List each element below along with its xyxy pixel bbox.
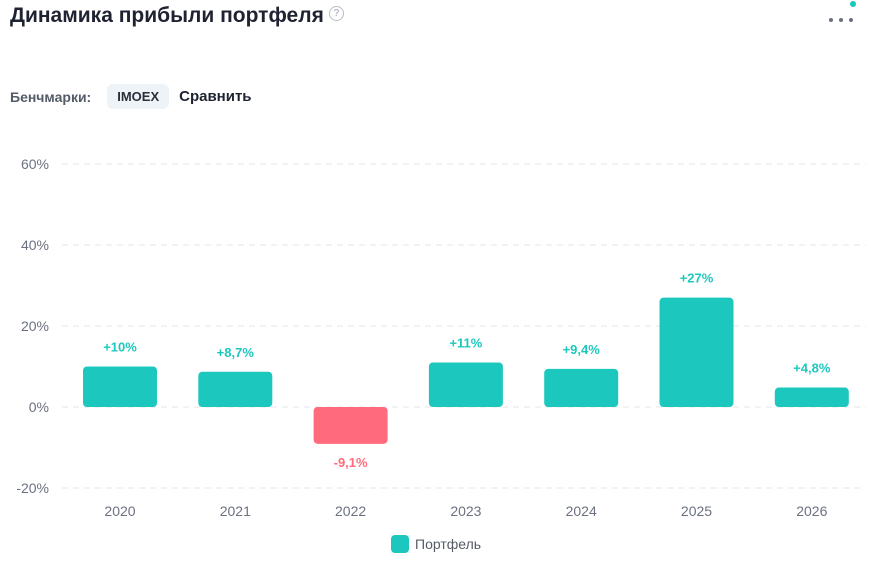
more-options-button[interactable] [829,12,853,28]
x-tick-label: 2025 [681,503,712,519]
bar-2024 [544,368,619,407]
x-tick-label: 2024 [566,503,597,519]
legend-label: Портфель [415,536,482,552]
help-icon[interactable]: ? [328,6,344,21]
benchmarks-row: Бенчмарки: IMOEX Сравнить [10,84,252,109]
bar-2022 [313,407,388,444]
notification-dot [850,1,856,7]
data-label: +27% [680,271,714,286]
x-tick-label: 2020 [104,503,135,519]
bar-2025 [659,297,734,407]
legend-swatch [391,535,409,553]
x-tick-label: 2026 [796,503,827,519]
bar-2021 [198,371,273,407]
data-label: -9,1% [334,455,368,470]
bar-2023 [428,362,503,407]
data-label: +10% [103,340,137,355]
chart-header: Динамика прибыли портфеля ? [10,4,344,28]
bar-2026 [774,387,849,407]
page-title: Динамика прибыли портфеля [10,4,324,27]
y-tick-label: 60% [21,156,49,172]
data-label: +9,4% [563,342,601,357]
compare-button[interactable]: Сравнить [179,88,252,105]
x-tick-label: 2023 [450,503,481,519]
y-tick-label: 0% [29,399,49,415]
legend: Портфель [391,535,481,553]
benchmark-chip-imoex[interactable]: IMOEX [107,84,170,109]
data-label: +4,8% [793,361,831,376]
data-label: +11% [449,335,482,350]
benchmarks-label: Бенчмарки: [10,88,92,105]
bar-2020 [83,366,157,407]
more-dots-icon [839,18,843,22]
y-tick-label: -20% [16,480,49,496]
data-label: +8,7% [217,345,255,360]
x-tick-label: 2022 [335,503,366,519]
more-dots-icon [829,18,833,22]
y-tick-label: 40% [21,237,49,253]
x-tick-label: 2021 [220,503,251,519]
y-tick-label: 20% [21,318,49,334]
more-dots-icon [849,18,853,22]
